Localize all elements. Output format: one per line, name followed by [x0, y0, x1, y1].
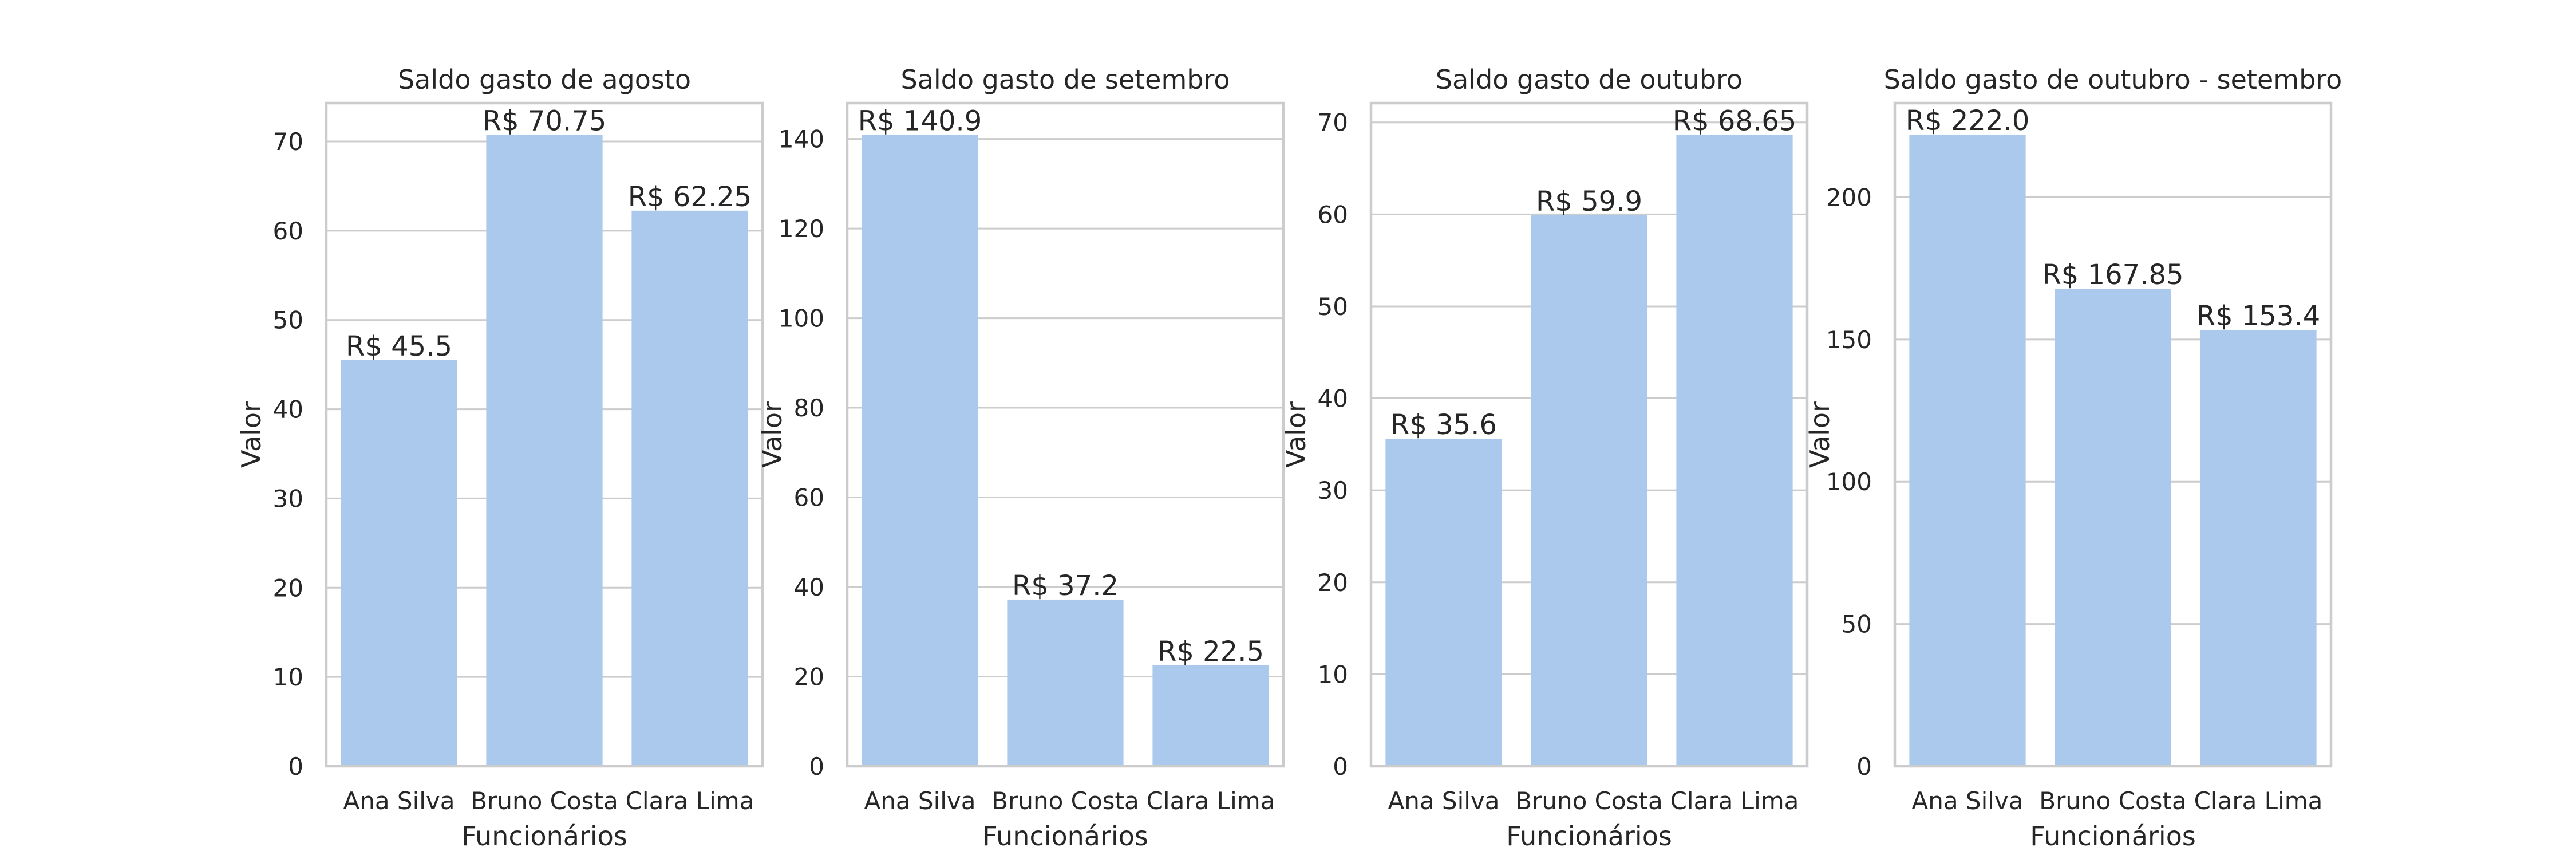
x-axis-label: Funcionários	[982, 821, 1148, 852]
data-label: R$ 153.4	[2196, 300, 2321, 332]
y-axis-label: Valor	[236, 401, 267, 468]
y-tick-label: 20	[1318, 569, 1348, 597]
y-tick-label: 70	[273, 128, 303, 156]
y-tick-label: 50	[1318, 293, 1348, 321]
plot-frame	[1369, 101, 1809, 768]
x-tick-label: Clara Lima	[626, 787, 754, 815]
plot-frame	[325, 101, 764, 768]
y-tick-label: 100	[1826, 468, 1872, 496]
chart-panel-4: R$ 222.0 Ana Silva R$ 167.85 Bruno Costa R$ …	[1804, 64, 2342, 852]
data-label: R$ 140.9	[858, 105, 982, 137]
data-label: R$ 222.0	[1906, 105, 2030, 137]
x-tick-label: Bruno Costa	[2039, 787, 2186, 815]
bar	[1385, 439, 1502, 766]
chart-panel-3: R$ 35.6 Ana Silva R$ 59.9 Bruno Costa R$ 68.…	[1281, 64, 1809, 852]
bar	[341, 360, 457, 766]
y-tick-label: 0	[1856, 752, 1872, 781]
plot-frame	[846, 101, 1285, 768]
bar	[1531, 215, 1647, 766]
x-axis-label: Funcionários	[2030, 821, 2196, 852]
y-tick-label: 120	[779, 215, 824, 243]
y-tick-label: 200	[1826, 183, 1872, 211]
y-tick-label: 40	[794, 573, 824, 601]
y-tick-label: 30	[273, 484, 303, 513]
y-tick-label: 150	[1826, 326, 1872, 354]
bar	[1676, 135, 1793, 767]
chart-title: Saldo gasto de outubro	[1436, 64, 1743, 95]
y-tick-label: 60	[273, 217, 303, 245]
bar	[1007, 599, 1124, 766]
plot-frame	[1893, 101, 2333, 768]
y-tick-label: 70	[1318, 109, 1348, 137]
data-label: R$ 59.9	[1536, 186, 1642, 218]
y-tick-label: 60	[1318, 200, 1348, 228]
y-tick-label: 40	[1318, 385, 1348, 413]
y-tick-label: 20	[794, 663, 824, 691]
y-tick-label: 10	[1318, 660, 1348, 688]
data-label: R$ 167.85	[2042, 259, 2183, 291]
bar	[2055, 289, 2171, 766]
x-axis-label: Funcionários	[461, 821, 627, 852]
y-axis-label: Valor	[757, 401, 788, 468]
y-tick-label: 20	[273, 574, 303, 602]
data-label: R$ 35.6	[1390, 409, 1497, 441]
y-tick-label: 80	[794, 394, 824, 422]
chart-title: Saldo gasto de agosto	[398, 64, 691, 95]
chart-panel-2: R$ 140.9 Ana Silva R$ 37.2 Bruno Costa R$ 22…	[757, 64, 1285, 852]
x-tick-label: Bruno Costa	[991, 787, 1139, 815]
x-tick-label: Bruno Costa	[471, 787, 618, 815]
data-label: R$ 37.2	[1012, 570, 1119, 602]
x-tick-label: Ana Silva	[343, 787, 455, 815]
y-tick-label: 50	[273, 306, 303, 334]
chart-title: Saldo gasto de setembro	[900, 64, 1230, 95]
y-axis-label: Valor	[1804, 401, 1835, 468]
x-tick-label: Ana Silva	[864, 787, 975, 815]
y-tick-label: 60	[794, 484, 824, 512]
y-tick-label: 100	[779, 305, 824, 333]
data-label: R$ 62.25	[628, 181, 752, 213]
y-tick-label: 140	[779, 125, 824, 153]
data-label: R$ 45.5	[346, 330, 452, 362]
y-tick-label: 50	[1842, 610, 1872, 639]
y-tick-label: 0	[1333, 752, 1348, 781]
y-tick-label: 30	[1318, 476, 1348, 505]
data-label: R$ 22.5	[1157, 636, 1264, 668]
x-tick-label: Clara Lima	[2194, 787, 2323, 815]
data-label: R$ 70.75	[483, 105, 607, 137]
y-tick-label: 0	[288, 752, 303, 781]
x-tick-label: Clara Lima	[1670, 787, 1799, 815]
x-tick-label: Clara Lima	[1147, 787, 1275, 815]
x-tick-label: Ana Silva	[1911, 787, 2023, 815]
chart-panel-1: R$ 45.5 Ana Silva R$ 70.75 Bruno Costa R$ 62…	[236, 64, 764, 852]
data-label: R$ 68.65	[1673, 105, 1797, 137]
y-tick-label: 40	[273, 396, 303, 424]
x-tick-label: Ana Silva	[1388, 787, 1499, 815]
bar	[2200, 329, 2317, 766]
bar	[1152, 665, 1269, 766]
x-tick-label: Bruno Costa	[1515, 787, 1662, 815]
bar	[862, 135, 978, 766]
x-axis-label: Funcionários	[1506, 821, 1672, 852]
bar	[631, 210, 748, 767]
y-tick-label: 10	[273, 663, 303, 691]
chart-title: Saldo gasto de outubro - setembro	[1884, 64, 2342, 95]
y-tick-label: 0	[809, 752, 824, 781]
bar	[1909, 135, 2026, 767]
bar	[486, 135, 603, 767]
y-axis-label: Valor	[1281, 401, 1311, 468]
